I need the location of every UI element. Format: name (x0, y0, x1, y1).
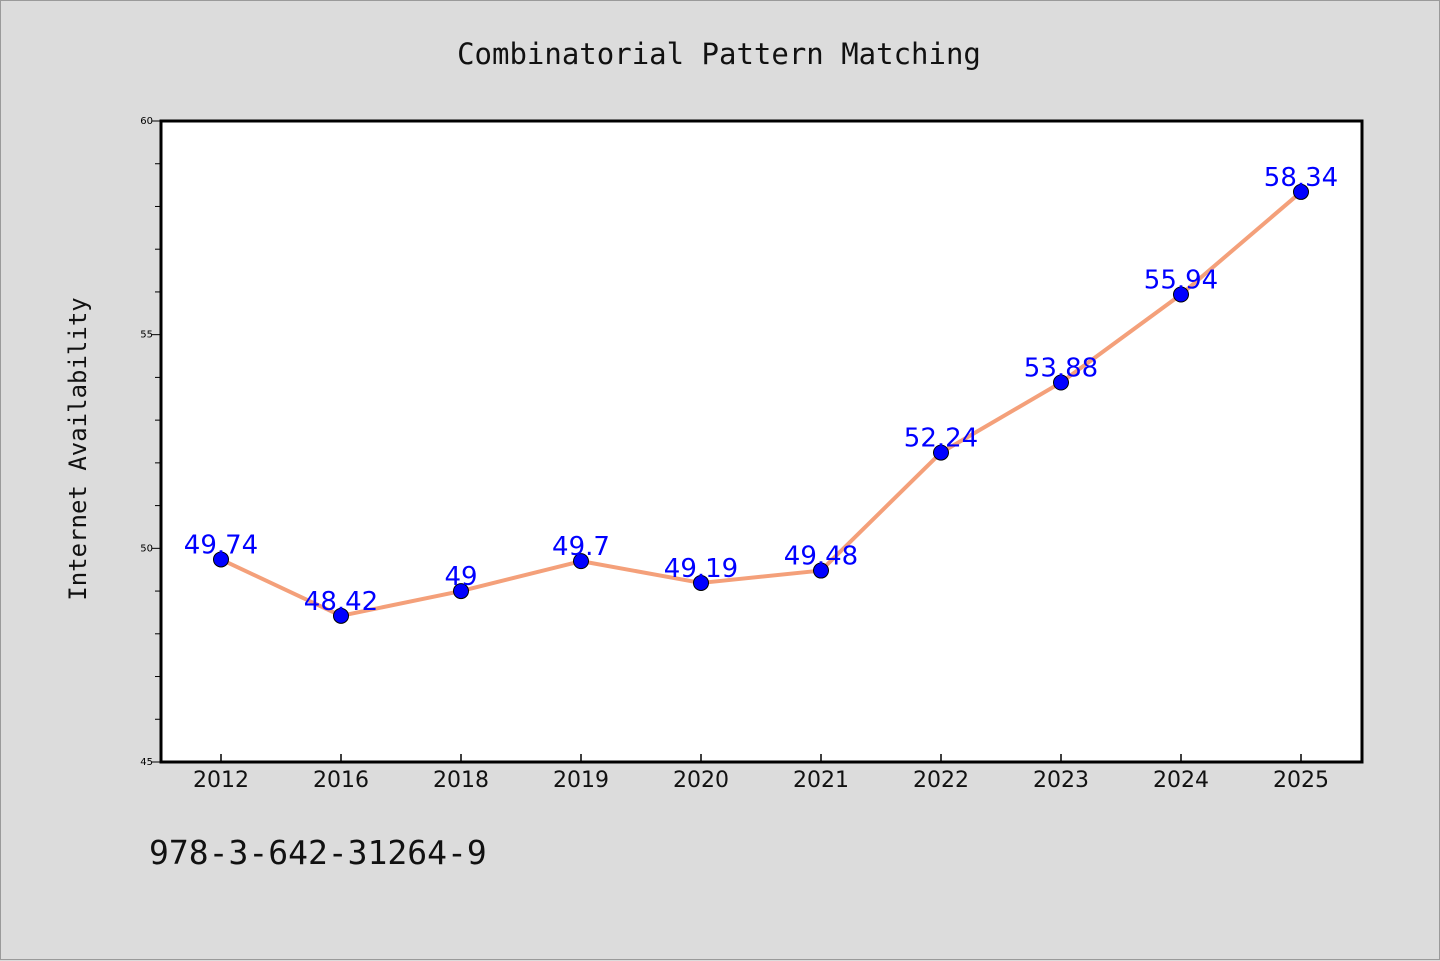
data-label: 53.88 (1024, 354, 1098, 384)
y-tick-label: 50 (140, 543, 153, 554)
x-tick-label: 2020 (673, 768, 729, 793)
data-point (573, 553, 589, 570)
data-label: 48.42 (304, 587, 378, 617)
data-label: 49.74 (184, 530, 258, 560)
data-label: 49.19 (664, 554, 738, 584)
axes: 45 50 55 60 2012 2016 2018 2019 2020 2021 2022 2023… (140, 116, 1329, 793)
data-label: 52.24 (904, 424, 978, 454)
series-line-layer: 49.74 48.42 49 49.7 49.19 49.48 52.24 53.88 55.9… (184, 163, 1338, 624)
data-point (453, 583, 469, 600)
data-point (213, 551, 229, 568)
data-point (1053, 374, 1069, 391)
x-tick-label: 2021 (793, 768, 849, 793)
x-tick-label: 2024 (1153, 768, 1209, 793)
x-tick-label: 2025 (1273, 768, 1329, 793)
data-point (933, 444, 949, 461)
y-tick-label: 45 (140, 757, 153, 768)
data-point (333, 607, 349, 624)
data-point (813, 562, 829, 579)
series-line (219, 189, 1303, 618)
data-point (1293, 183, 1309, 200)
y-tick-label: 60 (140, 116, 153, 127)
footer-code: 978-3-642-31264-9 (149, 833, 487, 872)
x-tick-label: 2023 (1033, 768, 1089, 793)
data-label: 49.7 (552, 532, 610, 562)
data-label: 49 (444, 562, 477, 592)
data-point (693, 574, 709, 591)
chart-title: Combinatorial Pattern Matching (457, 37, 981, 71)
x-tick-label: 2019 (553, 768, 609, 793)
plot-area (159, 119, 1364, 764)
y-axis-label: Internet Availability (64, 297, 92, 600)
data-label: 58.34 (1264, 163, 1338, 193)
y-tick-label: 55 (140, 330, 153, 341)
data-point (1173, 286, 1189, 303)
x-tick-label: 2022 (913, 768, 969, 793)
x-tick-label: 2012 (193, 768, 249, 793)
data-label: 49.48 (784, 542, 858, 572)
data-label: 55.94 (1144, 265, 1218, 295)
x-tick-label: 2016 (313, 768, 369, 793)
x-tick-label: 2018 (433, 768, 489, 793)
